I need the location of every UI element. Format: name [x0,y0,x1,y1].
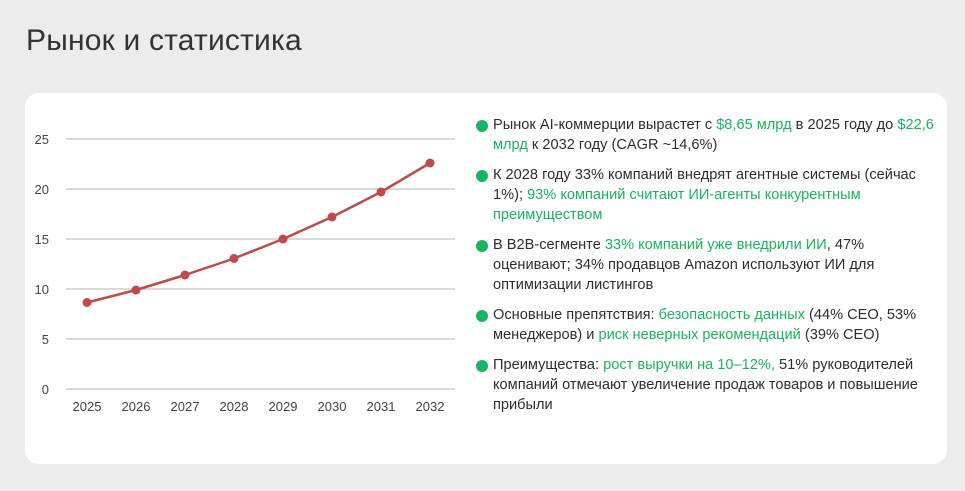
highlighted-text: риск неверных рекомендаций [598,327,801,343]
data-point [229,254,239,263]
statistic-text: (44% CEO, 53% менеджеров) и [493,307,917,343]
x-tick-label: 2027 [171,399,200,414]
highlighted-text: 33% компаний уже внедрили ИИ [604,237,827,253]
content-card: 0 5 10 15 20 25 2025 2026 2027 2028 2029 2030 2031 20… [25,93,947,464]
y-tick-label: 15 [35,232,49,247]
green-dot-icon [476,120,488,132]
green-dot-icon [476,240,488,252]
x-tick-label: 2028 [220,399,249,414]
page-title: Рынок и статистика [26,24,302,57]
statistic-item: К 2028 году 33% компаний внедрят агентны… [476,165,938,225]
statistic-item: В B2B-сегменте 33% компаний уже внедрили… [476,235,938,295]
highlighted-text: $8,65 млрд [716,117,792,133]
statistic-text: 51% руководителей компаний отмечают увел… [493,357,918,413]
statistic-text: Рынок AI-коммерции вырастет с [493,117,717,133]
statistic-text: Основные препятствия: [493,307,659,323]
statistic-item: Рынок AI-коммерции вырастет с $8,65 млрд… [476,115,938,155]
y-tick-label: 25 [35,132,49,147]
x-tick-label: 2025 [73,399,102,414]
x-tick-label: 2030 [318,399,347,414]
data-point [131,285,141,295]
x-tick-label: 2026 [122,399,151,414]
x-tick-label: 2029 [269,399,298,414]
statistic-text: , 47% оценивают; 34% продавцов Amazon ис… [493,237,875,293]
green-dot-icon [476,360,488,372]
data-point [327,212,337,222]
statistic-text: в 2025 году до [791,117,898,133]
data-point [425,158,435,168]
highlighted-text: рост выручки на 10–12%, [603,357,775,373]
green-dot-icon [476,310,488,322]
highlighted-text: 93% компаний считают ИИ-агенты конкурент… [493,187,861,223]
x-tick-label: 2031 [367,399,396,414]
series-line [86,161,431,304]
y-tick-label: 0 [42,382,49,397]
data-point [278,234,288,244]
statistic-text: (39% CEO) [800,327,880,343]
x-tick-label: 2032 [416,399,445,414]
highlighted-text: $22,6 млрд [493,117,934,153]
statistic-text: Преимущества: [493,357,604,373]
highlighted-text: безопасность данных [658,307,805,323]
statistic-item: Основные препятствия: безопасность данны… [476,305,938,345]
y-tick-label: 20 [35,182,49,197]
statistics-list: Рынок AI-коммерции вырастет с $8,65 млрд… [476,115,938,425]
data-point [180,270,190,280]
statistic-item: Преимущества: рост выручки на 10–12%, 51… [476,355,938,415]
statistic-text: к 2032 году (CAGR ~14,6%) [527,137,718,153]
y-tick-label: 5 [42,332,49,347]
y-tick-label: 10 [35,282,49,297]
data-point [82,298,92,307]
green-dot-icon [476,170,488,182]
statistic-text: К 2028 году 33% компаний внедрят агентны… [493,167,916,203]
data-point [376,187,386,197]
statistic-text: В B2B-сегменте [493,237,605,253]
